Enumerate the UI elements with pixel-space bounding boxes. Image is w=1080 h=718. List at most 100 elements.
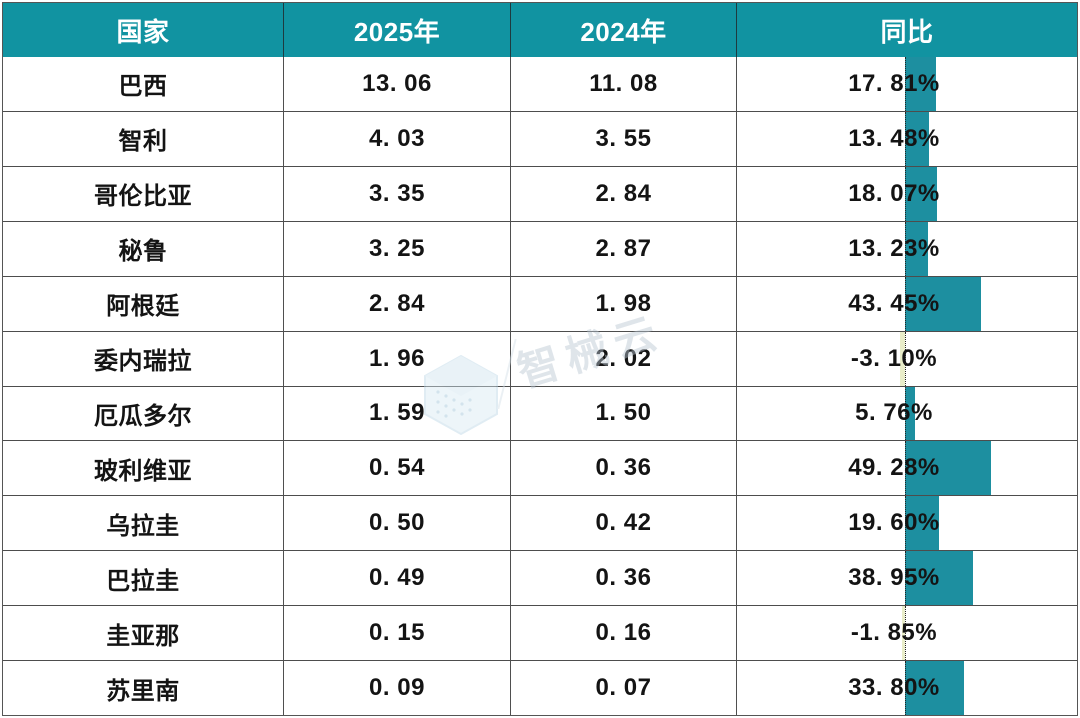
yoy-databar [901,606,905,661]
yoy-value: 49. 28% [848,454,940,482]
table-row: 阿根廷 2. 84 1. 98 43. 45% [3,275,1077,331]
databar-axis-line [905,661,906,716]
yoy-cell: 5. 76% [736,386,1077,441]
value-2025-cell: 1. 96 [283,331,510,386]
databar-axis-line [905,221,906,276]
header-2024: 2024年 [510,3,736,57]
yoy-value: 19. 60% [848,509,940,537]
value-2024-cell: 1. 98 [510,276,736,331]
yoy-value: 38. 95% [848,564,940,592]
yoy-value: 5. 76% [855,399,933,427]
value-2025-cell: 13. 06 [283,57,510,111]
yoy-value: 33. 80% [848,674,940,702]
yoy-databar [905,57,937,111]
table-row: 圭亚那 0. 15 0. 16 -1. 85% [3,605,1077,661]
country-cell: 巴西 [118,73,168,101]
country-cell: 阿根廷 [106,293,180,321]
value-2024-cell: 0. 42 [510,496,736,551]
header-yoy: 同比 [736,3,1077,57]
country-cell: 秘鲁 [118,238,168,266]
value-2025-cell: 4. 03 [283,111,510,166]
country-cell: 苏里南 [106,677,180,705]
value-2025-cell: 2. 84 [283,276,510,331]
country-cell: 智利 [118,128,168,156]
yoy-databar [905,386,916,441]
yoy-cell: -1. 85% [736,606,1077,661]
table-row: 智利 4. 03 3. 55 13. 48% [3,110,1077,166]
value-2024-cell: 2. 84 [510,166,736,221]
value-2024-cell: 2. 02 [510,331,736,386]
yoy-databar [905,276,982,331]
yoy-cell: 33. 80% [736,661,1077,716]
table-row: 巴拉圭 0. 49 0. 36 38. 95% [3,550,1077,606]
country-cell: 圭亚那 [106,622,180,650]
yoy-databar [905,551,974,606]
yoy-value: 13. 23% [848,234,940,262]
yoy-cell: 13. 48% [736,111,1077,166]
table-header-row: 国家 2025年 2024年 同比 [3,3,1077,57]
value-2024-cell: 3. 55 [510,111,736,166]
value-2024-cell: 1. 50 [510,386,736,441]
yoy-value: -1. 85% [850,619,938,647]
yoy-cell: 17. 81% [736,57,1077,111]
table-row: 巴西 13. 06 11. 08 17. 81% [3,57,1077,111]
value-2025-cell: 1. 59 [283,386,510,441]
yoy-value: 13. 48% [848,124,940,152]
databar-axis-line [905,551,906,606]
value-2025-cell: 0. 50 [283,496,510,551]
value-2024-cell: 0. 36 [510,551,736,606]
databar-axis-line [905,111,906,166]
table-row: 玻利维亚 0. 54 0. 36 49. 28% [3,440,1077,496]
yoy-cell: 43. 45% [736,276,1077,331]
databar-axis-line [905,166,906,221]
yoy-databar [905,441,992,496]
value-2024-cell: 0. 16 [510,606,736,661]
country-cell: 乌拉圭 [106,512,180,540]
country-cell: 委内瑞拉 [94,348,192,376]
databar-axis-line [905,441,906,496]
value-2025-cell: 0. 09 [283,661,510,716]
table-row: 乌拉圭 0. 50 0. 42 19. 60% [3,495,1077,551]
value-2025-cell: 0. 49 [283,551,510,606]
yoy-databar [905,496,940,551]
value-2024-cell: 0. 07 [510,661,736,716]
yoy-databar [905,661,965,716]
header-country: 国家 [116,16,170,47]
databar-axis-line [905,331,906,386]
country-cell: 巴拉圭 [106,567,180,595]
yoy-value: 18. 07% [848,179,940,207]
databar-axis-line [905,276,906,331]
yoy-cell: 19. 60% [736,496,1077,551]
value-2024-cell: 11. 08 [510,57,736,111]
value-2025-cell: 3. 25 [283,221,510,276]
databar-axis-line [905,496,906,551]
yoy-value: 43. 45% [848,289,940,317]
value-2025-cell: 3. 35 [283,166,510,221]
yoy-value: -3. 10% [850,344,938,372]
table-row: 苏里南 0. 09 0. 07 33. 80% [3,660,1077,716]
country-cell: 哥伦比亚 [94,183,192,211]
header-2025: 2025年 [283,3,510,57]
databar-axis-line [905,606,906,661]
yoy-databar [899,331,905,386]
country-cell: 玻利维亚 [94,457,192,485]
value-2025-cell: 0. 54 [283,441,510,496]
yoy-cell: 38. 95% [736,551,1077,606]
table-row: 哥伦比亚 3. 35 2. 84 18. 07% [3,165,1077,221]
value-2024-cell: 2. 87 [510,221,736,276]
databar-axis-line [905,57,906,111]
value-2024-cell: 0. 36 [510,441,736,496]
yoy-databar [905,166,937,221]
yoy-cell: 18. 07% [736,166,1077,221]
yoy-databar [905,221,929,276]
yoy-value: 17. 81% [848,69,940,97]
yoy-cell: 49. 28% [736,441,1077,496]
yoy-databar [905,111,929,166]
table-row: 厄瓜多尔 1. 59 1. 50 5. 76% [3,385,1077,441]
country-cell: 厄瓜多尔 [94,402,192,430]
table-row: 委内瑞拉 1. 96 2. 02 -3. 10% [3,330,1077,386]
yoy-cell: 13. 23% [736,221,1077,276]
value-2025-cell: 0. 15 [283,606,510,661]
